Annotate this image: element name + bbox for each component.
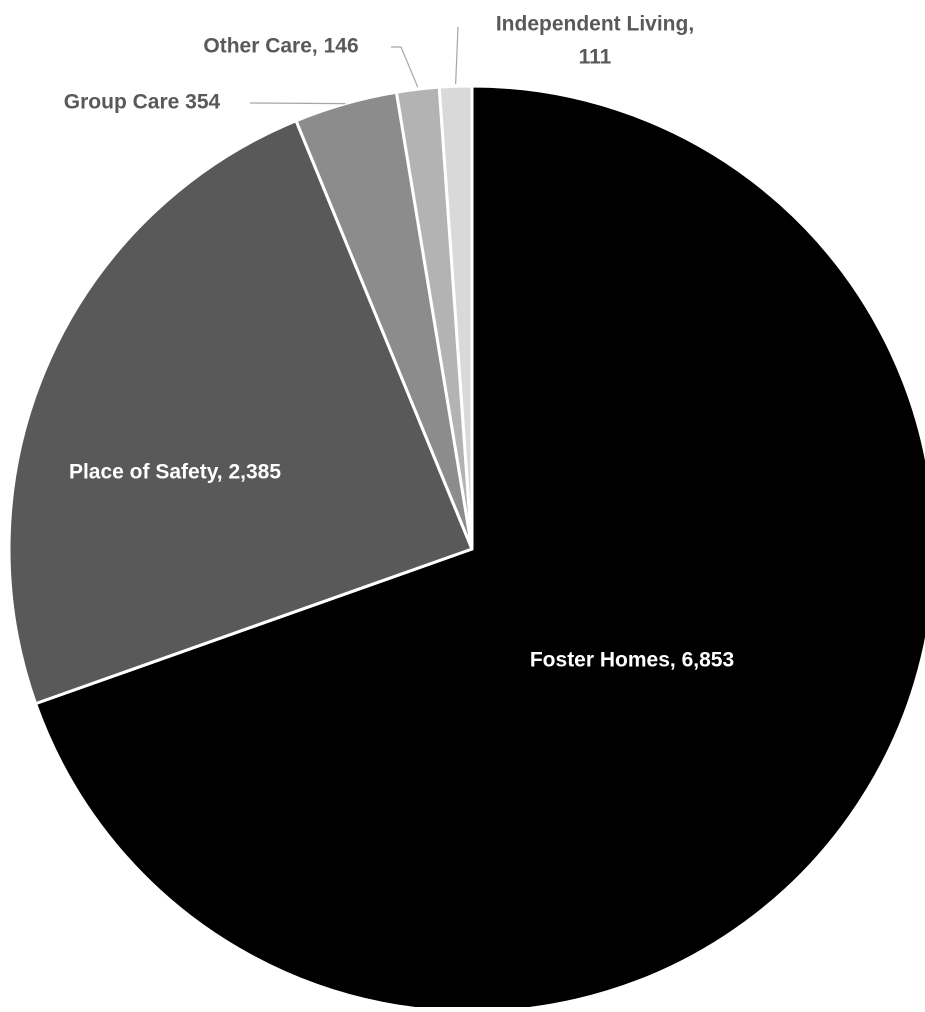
label-group-care: Group Care 354 [64,91,221,114]
leader-independent-living [455,26,459,85]
pie-slices [7,84,925,1012]
leader-lines [249,26,459,105]
leader-other-care [391,46,419,88]
slice-labels: Foster Homes, 6,853 Place of Safety, 2,3… [64,13,734,672]
label-independent-living-line2: 111 [579,46,612,69]
label-other-care: Other Care, 146 [203,35,358,58]
label-foster-homes: Foster Homes, 6,853 [530,649,734,672]
label-independent-living-line1: Independent Living, [496,13,694,36]
leader-group-care [249,102,346,105]
slice-independent-living [437,84,474,551]
slice-foster-homes [34,84,925,1012]
label-place-of-safety: Place of Safety, 2,385 [69,461,281,484]
slice-place-of-safety [7,119,474,706]
